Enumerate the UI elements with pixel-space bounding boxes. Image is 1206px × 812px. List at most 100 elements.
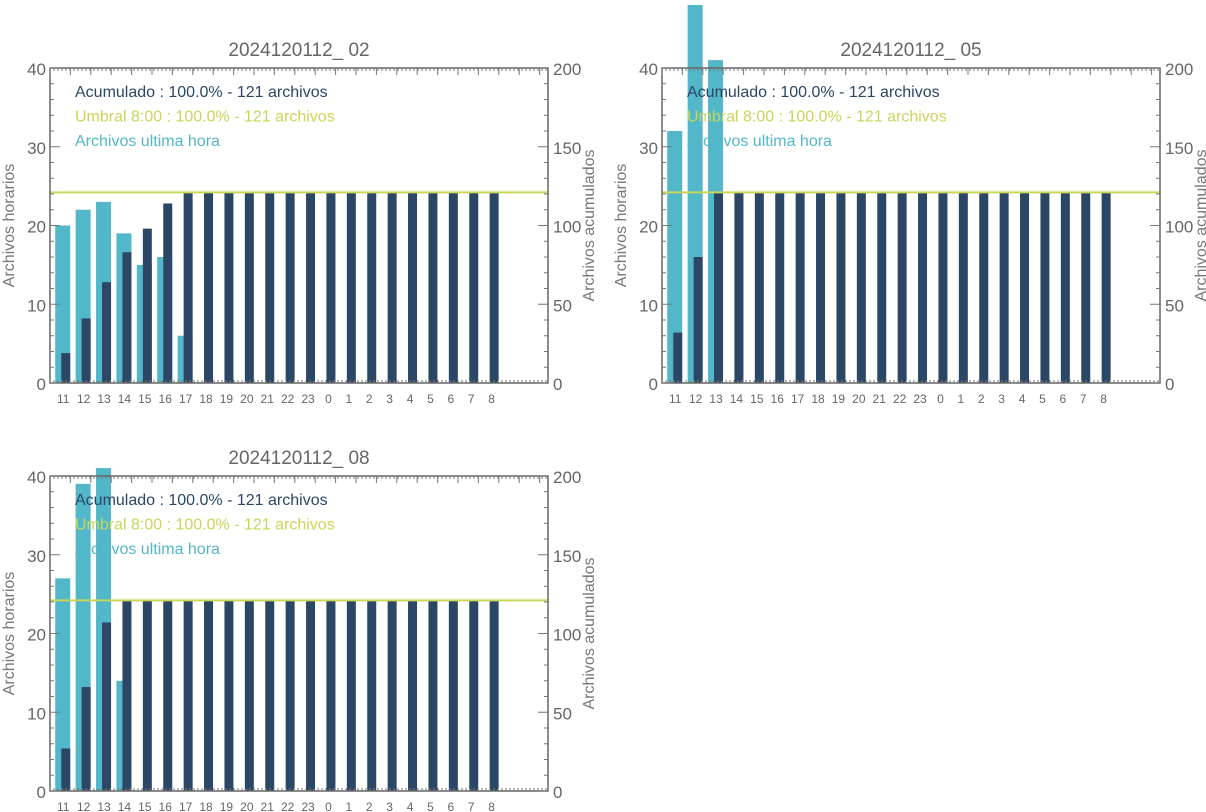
- bar-cumulative-5: [428, 192, 438, 383]
- x-tick-label: 19: [220, 392, 234, 406]
- legend-entry: Umbral 8:00 : 100.0% - 121 archivos: [75, 109, 335, 126]
- y-tick-label: 20: [27, 218, 46, 237]
- x-tick-label: 0: [325, 800, 332, 812]
- bar-cumulative-14: [734, 192, 744, 383]
- x-tick-label: 20: [240, 800, 254, 812]
- bar-cumulative-13: [714, 192, 724, 383]
- x-tick-label: 13: [97, 392, 111, 406]
- bar-cumulative-14: [122, 252, 132, 383]
- x-tick-label: 16: [159, 800, 173, 812]
- x-tick-label: 21: [261, 392, 275, 406]
- bar-cumulative-0: [326, 600, 336, 791]
- y-tick-label: 30: [27, 547, 46, 566]
- y2-tick-label: 200: [553, 468, 581, 487]
- y-tick-label: 10: [27, 704, 46, 723]
- bar-cumulative-21: [265, 600, 275, 791]
- bar-cumulative-20: [856, 192, 866, 383]
- bar-cumulative-23: [306, 600, 316, 791]
- x-tick-label: 12: [689, 392, 703, 406]
- bar-cumulative-8: [1101, 192, 1111, 383]
- x-tick-label: 4: [1019, 392, 1026, 406]
- x-tick-label: 1: [345, 392, 352, 406]
- x-tick-label: 7: [1080, 392, 1087, 406]
- x-tick-label: 23: [301, 392, 315, 406]
- bar-cumulative-1: [958, 192, 968, 383]
- x-tick-label: 2: [978, 392, 985, 406]
- bar-cumulative-12: [81, 687, 91, 791]
- bar-cumulative-6: [448, 600, 458, 791]
- chart-title: 2024120112_ 05: [840, 40, 981, 61]
- x-tick-label: 8: [488, 800, 495, 812]
- x-tick-label: 18: [199, 800, 213, 812]
- x-tick-label: 17: [179, 800, 193, 812]
- x-tick-label: 13: [97, 800, 111, 812]
- x-tick-label: 1: [957, 392, 964, 406]
- bar-cumulative-14: [122, 600, 132, 791]
- chart-title: 2024120112_ 02: [228, 40, 369, 61]
- bar-cumulative-23: [918, 192, 928, 383]
- bar-cumulative-11: [673, 332, 683, 383]
- y-tick-label: 10: [27, 296, 46, 315]
- bar-cumulative-6: [1060, 192, 1070, 383]
- x-tick-label: 2: [366, 392, 373, 406]
- legend-entry: Acumulado : 100.0% - 121 archivos: [75, 84, 328, 101]
- y-axis-title: Archivos horarios: [1, 572, 18, 696]
- bar-cumulative-15: [142, 228, 152, 383]
- bar-cumulative-0: [938, 192, 948, 383]
- bar-hourly-11: [55, 578, 71, 791]
- y2-tick-label: 50: [553, 704, 572, 723]
- y2-tick-label: 50: [553, 296, 572, 315]
- x-tick-label: 19: [832, 392, 846, 406]
- bar-cumulative-15: [142, 600, 152, 791]
- x-tick-label: 3: [386, 800, 393, 812]
- y2-tick-label: 100: [553, 626, 581, 645]
- y-tick-label: 0: [37, 783, 46, 802]
- x-tick-label: 16: [771, 392, 785, 406]
- y2-axis-title: Archivos acumulados: [581, 557, 598, 709]
- y2-tick-label: 100: [553, 218, 581, 237]
- bar-cumulative-22: [897, 192, 907, 383]
- x-tick-label: 11: [57, 800, 70, 812]
- bar-hourly-11: [667, 131, 683, 383]
- axis-ticks: [49, 475, 548, 792]
- x-tick-label: 22: [893, 392, 907, 406]
- bar-cumulative-11: [61, 748, 71, 791]
- bar-cumulative-23: [306, 192, 316, 383]
- bar-cumulative-20: [244, 192, 254, 383]
- legend-entry: Umbral 8:00 : 100.0% - 121 archivos: [687, 109, 947, 126]
- y2-tick-label: 50: [1165, 296, 1184, 315]
- x-tick-label: 21: [873, 392, 887, 406]
- legend-entry: Umbral 8:00 : 100.0% - 121 archivos: [75, 517, 335, 534]
- x-tick-label: 15: [750, 392, 764, 406]
- x-tick-label: 22: [281, 800, 295, 812]
- legend-entry: Acumulado : 100.0% - 121 archivos: [687, 84, 940, 101]
- x-tick-label: 5: [427, 800, 434, 812]
- y-tick-label: 20: [27, 626, 46, 645]
- bar-hourly-11: [55, 225, 71, 383]
- x-tick-label: 4: [407, 392, 414, 406]
- x-tick-label: 12: [77, 392, 91, 406]
- bar-cumulative-18: [816, 192, 826, 383]
- bar-cumulative-11: [61, 353, 71, 383]
- bar-cumulative-17: [183, 192, 193, 383]
- y-tick-label: 10: [639, 296, 658, 315]
- y2-tick-label: 0: [553, 375, 562, 394]
- bar-cumulative-18: [204, 600, 214, 791]
- y-tick-label: 30: [639, 139, 658, 158]
- bar-cumulative-1: [346, 600, 356, 791]
- bar-cumulative-13: [102, 282, 112, 383]
- bar-cumulative-13: [102, 622, 112, 791]
- x-tick-label: 14: [730, 392, 744, 406]
- x-tick-label: 11: [669, 392, 682, 406]
- bar-cumulative-19: [224, 192, 234, 383]
- bar-cumulative-15: [754, 192, 764, 383]
- x-tick-label: 6: [1059, 392, 1066, 406]
- bar-cumulative-3: [999, 192, 1009, 383]
- x-tick-label: 18: [811, 392, 825, 406]
- bar-cumulative-8: [489, 192, 499, 383]
- axis-ticks: [661, 67, 1160, 384]
- bar-cumulative-3: [387, 192, 397, 383]
- bar-cumulative-4: [408, 600, 418, 791]
